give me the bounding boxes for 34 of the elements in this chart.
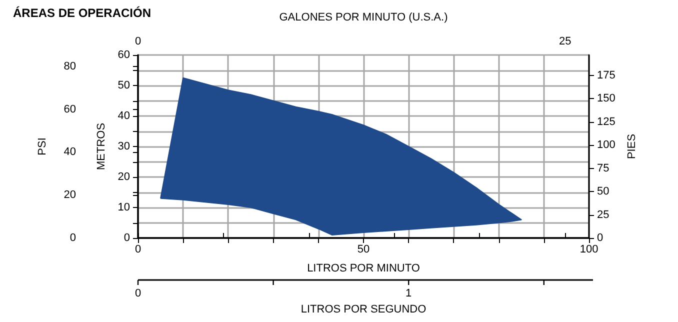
text: 0 [134,288,142,300]
y2-tick-label: 80 [64,60,76,72]
y2-tick-label: 0 [70,232,76,244]
y-tick-label: 30 [118,140,130,152]
y2-tick-label: 60 [64,103,76,116]
x-tick-label: 100 [580,244,598,256]
x-tick-label: 50 [357,244,370,256]
x2-tick-label: 25 [558,36,572,48]
y-tick-label: 20 [118,171,130,183]
y3-tick-label: 150 [597,92,616,105]
y2-tick-label: 20 [64,189,76,202]
y-tick-label: 0 [124,232,130,244]
y3-tick-label: 175 [597,69,616,82]
y3-tick-label: 50 [597,186,610,198]
y3-tick-label: 125 [597,116,616,128]
y3-axis-title: PIES [626,134,638,160]
y3-tick-label: 0 [597,232,604,244]
y3-tick-label: 25 [597,208,610,221]
y3-tick-label: 75 [597,162,610,174]
chart-title: ÁREAS DE OPERACIÓN [13,6,152,20]
y-axis-title: METROS [95,122,108,170]
y3-tick-label: 100 [597,139,616,152]
y-tick-label: 60 [118,49,130,61]
x2-axis-title: GALONES POR MINUTO (U.S.A.) [279,12,448,24]
text: 1 [406,288,412,300]
x-tick-label: 0 [134,244,142,256]
x2-tick-label: 0 [134,36,142,48]
text: LITROS POR SEGUNDO [300,304,427,316]
y2-tick-label: 40 [64,146,76,158]
y2-axis-title: PSI [36,138,48,156]
y-tick-label: 40 [118,110,130,122]
y-tick-label: 10 [118,202,130,214]
y-tick-label: 50 [118,80,130,92]
x-axis-title: LITROS POR MINUTO [307,262,420,274]
